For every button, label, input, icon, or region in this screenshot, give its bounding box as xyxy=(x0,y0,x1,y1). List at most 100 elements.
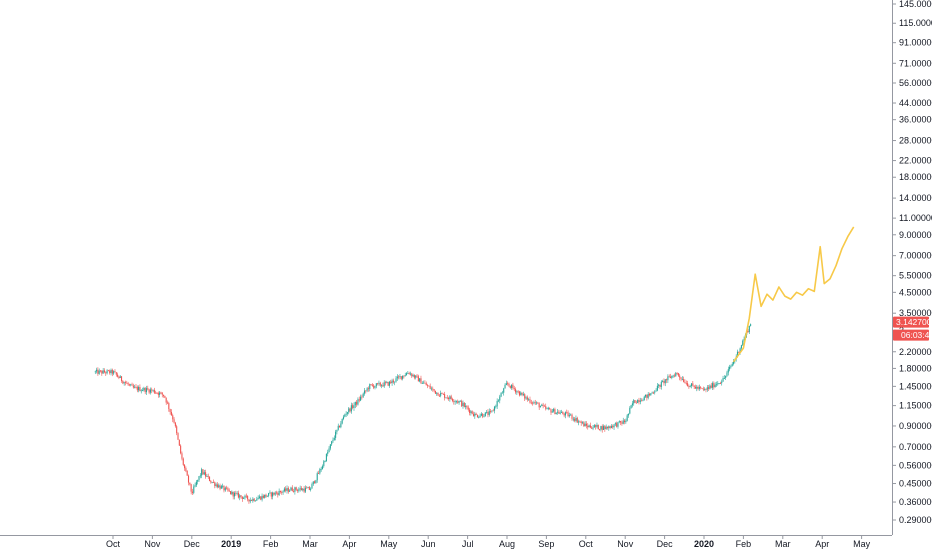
candle-body xyxy=(424,382,426,384)
x-tick-label: Dec xyxy=(657,539,674,549)
candle-body xyxy=(408,373,410,375)
candle-body xyxy=(638,399,640,402)
candle-body xyxy=(207,475,209,477)
candle-body xyxy=(405,373,408,376)
candle-body xyxy=(404,375,406,377)
candle-body xyxy=(436,392,438,394)
candle-body xyxy=(442,393,444,395)
y-tick-label: 1.15000000 xyxy=(899,401,932,411)
candle-body xyxy=(306,487,308,489)
candle-body xyxy=(588,425,590,428)
candle-body xyxy=(311,484,313,489)
candle-body xyxy=(103,370,106,373)
candle-body xyxy=(390,381,392,384)
candle-body xyxy=(579,421,581,423)
candle-body xyxy=(627,413,630,416)
candle-body xyxy=(357,399,359,405)
candle-body xyxy=(601,426,603,430)
y-axis[interactable]: 145.00000000 115.00000000 91.00000000 71.00… xyxy=(892,0,932,525)
candle-body xyxy=(373,385,375,388)
candle-body xyxy=(214,482,216,486)
candle-body xyxy=(293,491,295,492)
x-axis[interactable]: Oct Nov Dec 2019 Feb Mar Apr May Jun Jul Aug Sep Oct… xyxy=(106,535,871,549)
candle-body xyxy=(608,426,610,429)
candle-body xyxy=(458,401,460,403)
candle-body xyxy=(557,411,559,413)
candle-body xyxy=(672,375,674,377)
candle-body xyxy=(299,488,301,490)
candle-body xyxy=(605,426,607,430)
candle-body xyxy=(701,388,703,389)
candle-body xyxy=(599,429,601,431)
candle-body xyxy=(589,425,591,428)
candle-body xyxy=(240,495,242,497)
candle-body xyxy=(613,424,615,428)
candle-body xyxy=(423,382,425,384)
candle-body xyxy=(448,397,450,399)
candle-body xyxy=(555,412,557,415)
candle-body xyxy=(731,363,733,366)
candle-body xyxy=(153,389,155,393)
candle-body xyxy=(379,382,381,386)
candle-body xyxy=(383,382,385,387)
candle-body xyxy=(524,394,526,399)
x-tick-label: May xyxy=(853,539,871,549)
candle-body xyxy=(584,423,586,427)
candle-body xyxy=(719,383,721,384)
candle-body xyxy=(300,488,303,491)
candle-body xyxy=(568,415,570,417)
x-tick-label: Mar xyxy=(302,539,318,549)
candle-body xyxy=(685,383,687,384)
candle-body xyxy=(348,408,350,413)
candle-body xyxy=(253,498,255,502)
candle-body xyxy=(212,482,215,483)
candle-body xyxy=(174,422,176,427)
candle-body xyxy=(312,481,314,485)
candle-body xyxy=(386,381,388,383)
candle-body xyxy=(642,400,644,402)
y-tick-label: 28.00000000 xyxy=(899,136,932,146)
candle-body xyxy=(321,466,324,470)
x-tick-label: Nov xyxy=(617,539,634,549)
candle-body xyxy=(273,492,275,495)
candle-body xyxy=(254,500,257,502)
candle-body xyxy=(272,492,274,497)
x-tick-label: Apr xyxy=(342,539,356,549)
candle-body xyxy=(241,496,243,499)
candle-body xyxy=(208,476,211,482)
candle-body xyxy=(704,389,706,391)
candle-body xyxy=(356,401,358,405)
candle-body xyxy=(145,388,148,393)
candle-body xyxy=(180,445,182,454)
candle-body xyxy=(417,376,419,382)
candle-body xyxy=(339,425,341,428)
candle-body xyxy=(247,495,249,500)
candle-body xyxy=(587,425,589,428)
candle-body xyxy=(711,383,714,388)
candle-body xyxy=(677,373,679,376)
candle-body xyxy=(201,469,203,476)
y-tick-label: 56.00000000 xyxy=(899,78,932,88)
candle-body xyxy=(377,383,379,385)
candle-body xyxy=(509,385,511,389)
candle-body xyxy=(643,396,645,401)
candle-body xyxy=(420,378,422,384)
candle-body xyxy=(592,427,594,429)
candle-body xyxy=(98,370,100,374)
candle-body xyxy=(136,387,138,391)
y-tick-label: 7.00000000 xyxy=(899,251,932,261)
y-tick-label: 115.00000000 xyxy=(899,18,932,28)
candle-body xyxy=(245,495,247,497)
candle-body xyxy=(517,391,519,393)
candle-body xyxy=(500,393,502,397)
candle-body xyxy=(645,394,647,397)
candle-body xyxy=(610,426,612,428)
y-tick-label: 22.00000000 xyxy=(899,156,932,166)
candle-body xyxy=(324,461,326,462)
candle-body xyxy=(660,381,662,387)
candle-body xyxy=(155,392,157,394)
candle-body xyxy=(220,486,222,489)
candle-body xyxy=(226,487,228,489)
